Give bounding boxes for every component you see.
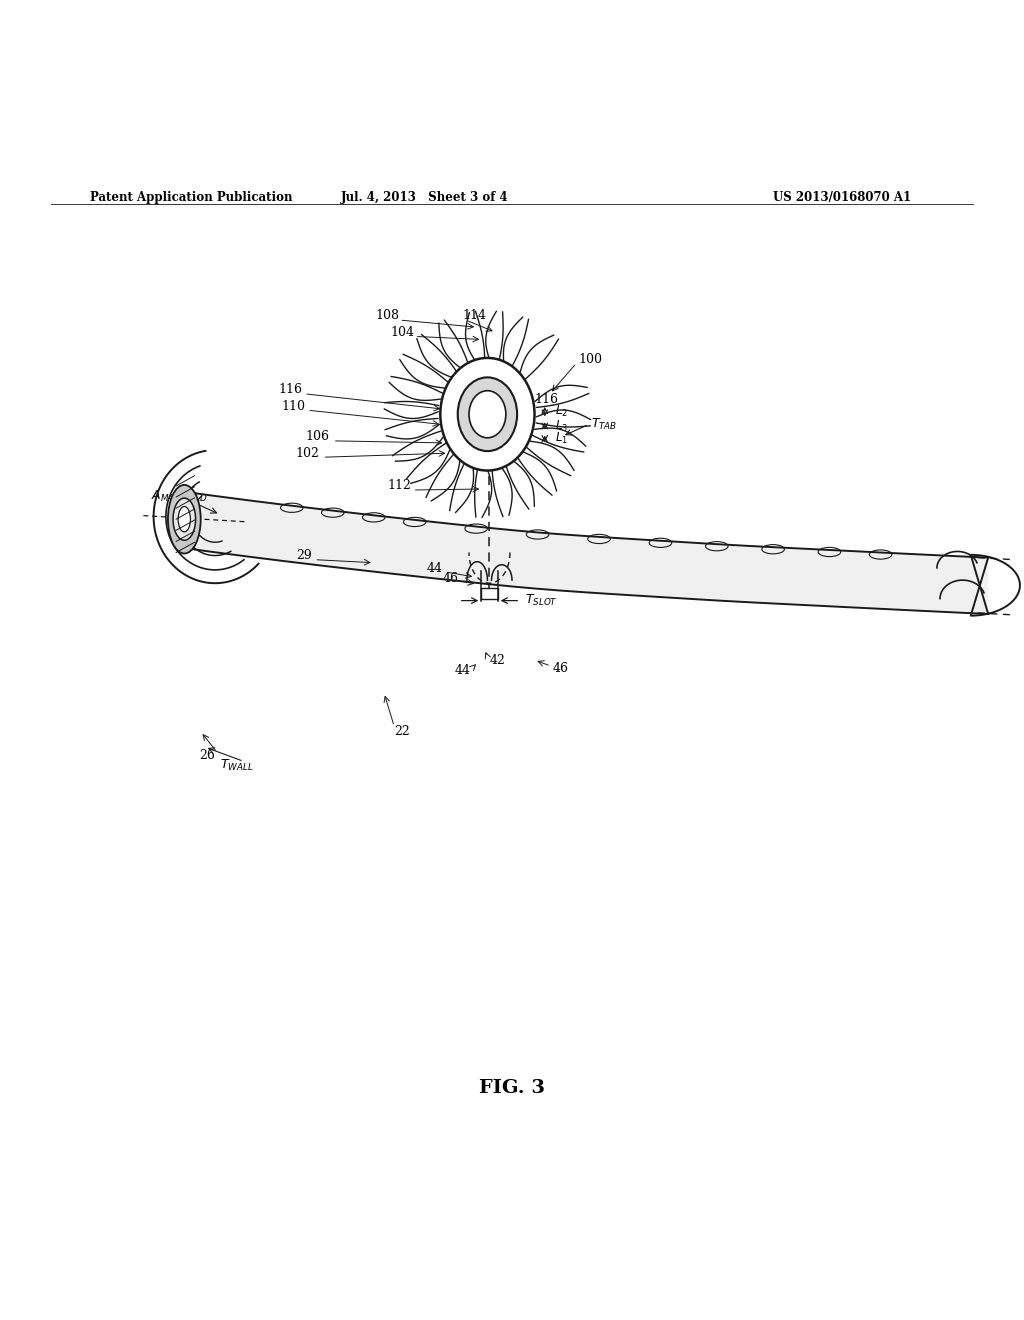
Polygon shape: [179, 491, 988, 614]
Text: $T_{TAB}$: $T_{TAB}$: [591, 417, 617, 432]
Text: 116: 116: [279, 383, 302, 396]
Text: $T_{WALL}$: $T_{WALL}$: [220, 758, 254, 774]
Text: Patent Application Publication: Patent Application Publication: [90, 191, 293, 205]
Text: 114: 114: [463, 309, 486, 322]
Text: 110: 110: [492, 381, 515, 395]
Text: 112: 112: [388, 479, 412, 492]
Text: US 2013/0168070 A1: US 2013/0168070 A1: [773, 191, 911, 205]
Text: $L_2$: $L_2$: [555, 404, 568, 420]
Text: 42: 42: [489, 653, 506, 667]
Text: Jul. 4, 2013   Sheet 3 of 4: Jul. 4, 2013 Sheet 3 of 4: [341, 191, 509, 205]
Text: 44: 44: [455, 664, 471, 677]
Text: $T_{SLOT}$: $T_{SLOT}$: [525, 593, 558, 609]
Text: 22: 22: [394, 725, 410, 738]
Text: 108: 108: [488, 364, 512, 378]
Text: 100: 100: [579, 354, 602, 367]
Text: 46: 46: [442, 572, 459, 585]
Text: 29: 29: [297, 549, 312, 562]
Text: 106: 106: [306, 430, 330, 444]
Text: 26: 26: [199, 748, 215, 762]
Ellipse shape: [458, 378, 517, 451]
Text: $L_1$: $L_1$: [555, 432, 568, 446]
Ellipse shape: [440, 358, 535, 470]
Text: 44: 44: [426, 562, 442, 576]
Text: 108: 108: [376, 309, 399, 322]
Text: 116: 116: [535, 393, 558, 407]
Text: 102: 102: [296, 446, 319, 459]
Ellipse shape: [168, 484, 201, 553]
Text: $L_3$: $L_3$: [555, 418, 568, 433]
Ellipse shape: [173, 498, 196, 540]
Text: FIG. 3: FIG. 3: [479, 1078, 545, 1097]
Text: 104: 104: [391, 326, 415, 339]
Text: 46: 46: [553, 661, 569, 675]
Text: $A_{MANIFOLD}$: $A_{MANIFOLD}$: [151, 488, 208, 504]
Text: 110: 110: [282, 400, 305, 413]
Ellipse shape: [178, 507, 190, 532]
Ellipse shape: [469, 391, 506, 438]
